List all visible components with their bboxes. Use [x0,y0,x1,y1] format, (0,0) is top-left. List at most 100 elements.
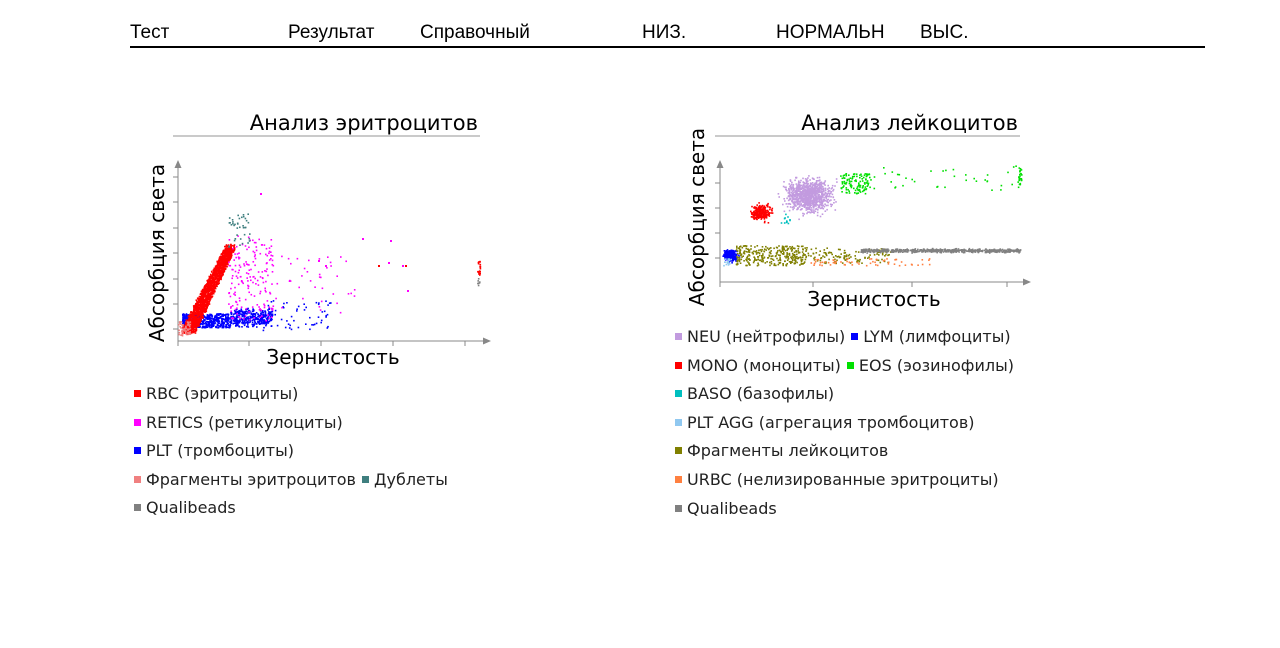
scatter-point [225,261,227,264]
scatter-point [818,176,821,179]
scatter-point [193,311,195,313]
scatter-point [226,326,228,328]
scatter-point [194,306,196,308]
scatter-point [204,286,207,288]
scatter-point [227,319,229,322]
scatter-point [210,325,213,328]
scatter-point [794,204,797,206]
scatter-point [782,246,785,248]
scatter-point [831,193,834,196]
scatter-point [866,180,869,182]
scatter-point [803,184,805,187]
scatter-point [197,321,199,323]
scatter-point [263,326,265,329]
scatter-point [831,187,833,189]
scatter-point [203,301,205,303]
scatter-point [224,325,226,328]
scatter-point [206,294,209,297]
scatter-point [266,318,268,320]
scatter-point [230,287,232,290]
scatter-point [786,189,788,192]
scatter-point [758,252,761,254]
scatter-point [196,311,199,314]
scatter-point [269,315,272,317]
scatter-point [800,179,802,182]
scatter-point [228,239,231,241]
scatter-point [231,251,233,253]
scatter-point [195,327,197,330]
scatter-point [782,264,784,267]
scatter-point [811,182,814,184]
scatter-point [251,310,254,313]
scatter-point [725,252,728,255]
scatter-point [261,271,264,273]
scatter-point [243,324,246,327]
scatter-point [800,187,803,190]
scatter-point [269,319,271,322]
scatter-point [807,183,809,185]
scatter-point [240,318,243,321]
scatter-point [730,250,732,252]
scatter-point [754,212,756,215]
scatter-point [761,212,764,214]
scatter-point [205,295,208,298]
scatter-point [205,292,208,294]
scatter-point [205,297,207,300]
scatter-point [229,321,231,324]
scatter-point [748,251,751,253]
scatter-point [763,256,766,259]
scatter-point [855,179,857,181]
scatter-point [276,282,279,285]
scatter-point [206,305,208,308]
scatter-point [210,270,213,273]
scatter-point [222,274,224,276]
scatter-point [830,187,833,190]
scatter-point [260,309,263,311]
scatter-point [788,252,791,255]
scatter-point [795,190,798,192]
scatter-point [845,183,847,185]
scatter-point [207,323,209,325]
scatter-point [247,242,249,244]
scatter-point [217,274,219,276]
scatter-point [211,276,213,279]
scatter-point [794,194,797,196]
scatter-point [855,192,858,195]
scatter-point [220,272,223,274]
scatter-point [254,318,256,321]
scatter-point [807,177,809,179]
scatter-point [213,290,215,293]
scatter-point [776,257,778,260]
scatter-point [223,266,225,268]
scatter-point [336,275,338,277]
scatter-point [807,192,810,194]
scatter-point [224,253,227,255]
scatter-point [762,216,765,219]
scatter-point [235,312,237,315]
scatter-point [193,328,196,331]
scatter-point [191,332,193,334]
scatter-point [793,259,796,261]
scatter-point [225,316,227,319]
scatter-point [230,321,232,324]
scatter-point [194,315,197,317]
scatter-point [802,254,804,257]
scatter-point [258,238,260,241]
scatter-point [204,287,207,290]
scatter-point [790,256,792,259]
scatter-point [731,262,733,264]
scatter-point [727,264,730,266]
scatter-point [180,334,182,336]
scatter-point [266,268,268,270]
scatter-point [218,257,221,260]
scatter-point [478,270,480,273]
scatter-point [196,320,199,322]
scatter-point [227,261,229,264]
scatter-point [240,317,243,320]
scatter-point [756,264,759,267]
scatter-point [748,253,750,256]
scatter-point [206,320,208,323]
scatter-point [786,263,788,265]
scatter-point [790,188,792,190]
scatter-point [864,188,866,190]
